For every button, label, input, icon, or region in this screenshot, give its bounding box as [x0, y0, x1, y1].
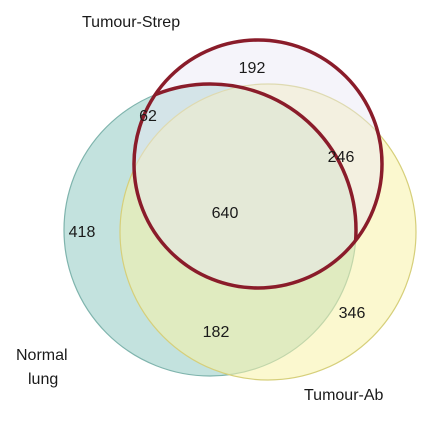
count-all-three: 640: [212, 205, 239, 222]
tumour-strep-label: Tumour-Strep: [82, 14, 180, 31]
normal-lung-label-line1: Normal: [16, 347, 68, 364]
tumour-strep-circle: [132, 38, 384, 290]
count-strep-ab: 246: [328, 149, 355, 166]
tumour-ab-circle: [119, 83, 417, 381]
normal-lung-label-line2: lung: [28, 371, 58, 388]
count-normal-only: 418: [69, 224, 96, 241]
count-normal-ab: 182: [203, 324, 230, 341]
count-strep-only: 192: [239, 60, 266, 77]
tumour-ab-label: Tumour-Ab: [304, 387, 384, 404]
normal-lung-arc-highlight: [134, 82, 358, 288]
count-ab-only: 346: [339, 305, 366, 322]
count-normal-strep: 62: [139, 108, 157, 125]
